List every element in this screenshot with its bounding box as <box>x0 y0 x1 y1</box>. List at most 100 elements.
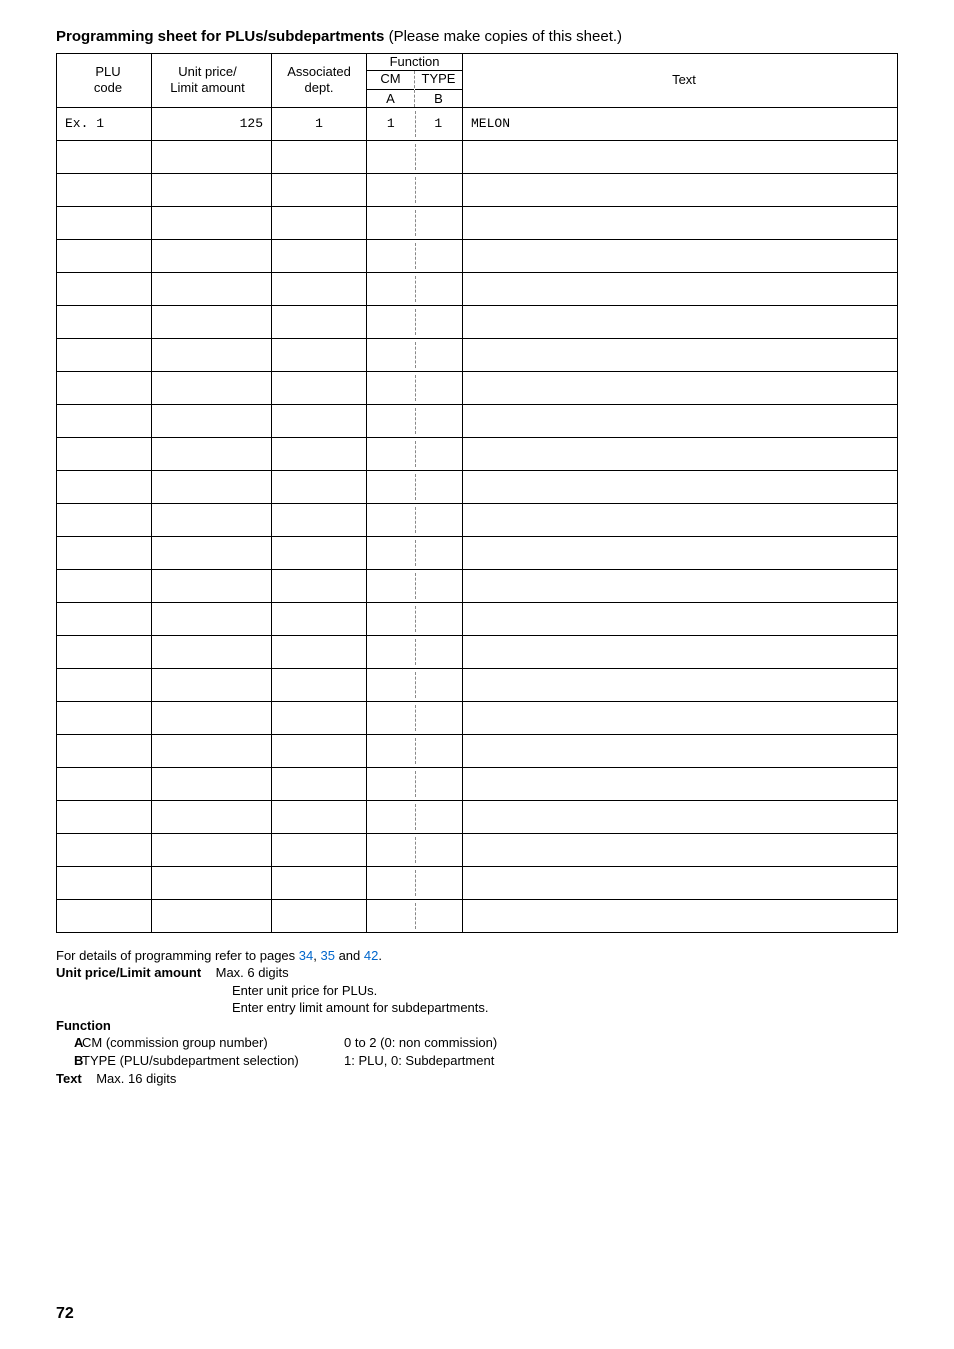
unit-l2: Enter entry limit amount for subdepartme… <box>56 999 898 1017</box>
cell-unit <box>152 239 272 272</box>
function-label: Function <box>56 1017 898 1035</box>
col-function: Function <box>367 54 463 71</box>
cell-text <box>463 173 898 206</box>
cell-text <box>463 899 898 932</box>
cell-plu <box>57 338 152 371</box>
programming-table: PLU code Unit price/ Limit amount Associ… <box>56 53 898 933</box>
ex-plu: Ex. 1 <box>57 107 152 140</box>
a-label: A <box>56 1034 82 1052</box>
cell-assoc <box>272 272 367 305</box>
cell-plu <box>57 635 152 668</box>
cell-func <box>367 404 463 437</box>
cell-unit <box>152 602 272 635</box>
cell-unit <box>152 272 272 305</box>
page-link-35[interactable]: 35 <box>320 948 334 963</box>
cell-text <box>463 536 898 569</box>
cell-unit <box>152 866 272 899</box>
cell-plu <box>57 437 152 470</box>
cell-text <box>463 206 898 239</box>
cell-assoc <box>272 536 367 569</box>
cell-assoc <box>272 173 367 206</box>
cell-func <box>367 272 463 305</box>
ex-assoc: 1 <box>272 107 367 140</box>
a-val: 0 to 2 (0: non commission) <box>344 1034 497 1052</box>
cell-text <box>463 701 898 734</box>
cell-unit <box>152 140 272 173</box>
cell-unit <box>152 635 272 668</box>
cell-func <box>367 173 463 206</box>
cell-plu <box>57 899 152 932</box>
b-val: 1: PLU, 0: Subdepartment <box>344 1052 494 1070</box>
cell-func <box>367 899 463 932</box>
cell-plu <box>57 701 152 734</box>
col-cm: CM A <box>367 71 415 108</box>
page: Programming sheet for PLUs/subdepartment… <box>0 0 954 1349</box>
cell-text <box>463 569 898 602</box>
cell-assoc <box>272 800 367 833</box>
refer-pre: For details of programming refer to page… <box>56 948 299 963</box>
table-row <box>57 635 898 668</box>
page-link-34[interactable]: 34 <box>299 948 313 963</box>
unit-line: Unit price/Limit amount Max. 6 digits <box>56 964 898 982</box>
col-text: Text <box>463 54 898 108</box>
cell-unit <box>152 800 272 833</box>
cell-plu <box>57 272 152 305</box>
cell-func <box>367 701 463 734</box>
cell-func <box>367 569 463 602</box>
cell-unit <box>152 569 272 602</box>
cell-assoc <box>272 668 367 701</box>
cell-text <box>463 734 898 767</box>
table-row <box>57 173 898 206</box>
cell-func <box>367 668 463 701</box>
example-row: Ex. 1 125 1 1 1 MELON <box>57 107 898 140</box>
table-row <box>57 602 898 635</box>
cell-text <box>463 668 898 701</box>
cell-text <box>463 338 898 371</box>
cell-unit <box>152 833 272 866</box>
cell-func <box>367 437 463 470</box>
table-row <box>57 734 898 767</box>
cell-assoc <box>272 371 367 404</box>
title-bold: Programming sheet for PLUs/subdepartment… <box>56 28 384 45</box>
cell-assoc <box>272 866 367 899</box>
ex-unit: 125 <box>152 107 272 140</box>
cell-plu <box>57 371 152 404</box>
cell-plu <box>57 800 152 833</box>
table-row <box>57 140 898 173</box>
cell-unit <box>152 404 272 437</box>
cell-plu <box>57 305 152 338</box>
cell-unit <box>152 536 272 569</box>
col-type: TYPE B <box>415 71 463 108</box>
label-cm: CM <box>367 71 414 89</box>
table-body: Ex. 1 125 1 1 1 MELON <box>57 107 898 932</box>
page-link-42[interactable]: 42 <box>364 948 378 963</box>
cell-func <box>367 206 463 239</box>
b-desc: TYPE (PLU/subdepartment selection) <box>82 1052 344 1070</box>
cell-assoc <box>272 767 367 800</box>
cell-text <box>463 404 898 437</box>
cell-assoc <box>272 602 367 635</box>
ex-text: MELON <box>463 107 898 140</box>
cell-plu <box>57 734 152 767</box>
page-number: 72 <box>56 1305 74 1323</box>
cell-plu <box>57 470 152 503</box>
text-line: Text Max. 16 digits <box>56 1070 898 1088</box>
cell-text <box>463 635 898 668</box>
col-plu: PLU code <box>57 54 152 108</box>
col-assoc: Associated dept. <box>272 54 367 108</box>
table-row <box>57 668 898 701</box>
cell-func <box>367 536 463 569</box>
b-label: B <box>56 1052 82 1070</box>
func-a-row: A CM (commission group number) 0 to 2 (0… <box>56 1034 898 1052</box>
cell-func <box>367 338 463 371</box>
unit-l1: Enter unit price for PLUs. <box>56 982 898 1000</box>
cell-text <box>463 503 898 536</box>
cell-func <box>367 503 463 536</box>
cell-unit <box>152 470 272 503</box>
cell-unit <box>152 338 272 371</box>
cell-unit <box>152 767 272 800</box>
cell-plu <box>57 536 152 569</box>
cell-unit <box>152 899 272 932</box>
table-row <box>57 404 898 437</box>
table-row <box>57 239 898 272</box>
